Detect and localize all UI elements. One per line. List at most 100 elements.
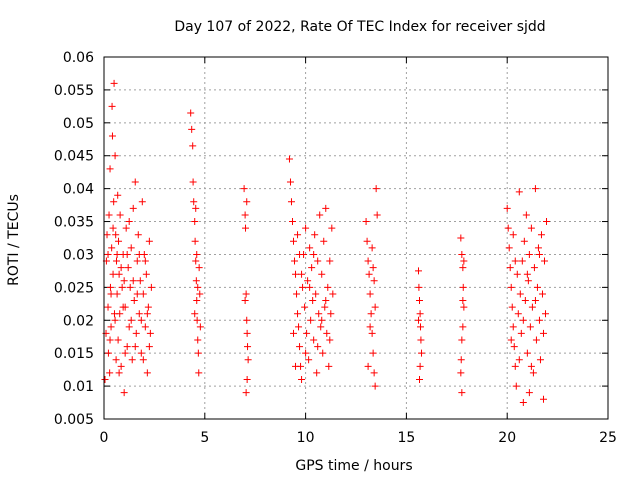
data-point <box>304 277 312 285</box>
data-point <box>127 316 135 324</box>
data-point <box>326 336 334 344</box>
x-tick-label: 0 <box>100 430 109 446</box>
data-point <box>116 310 124 318</box>
data-point <box>192 257 200 265</box>
x-tick-label: 10 <box>297 430 315 446</box>
data-point <box>528 303 536 311</box>
data-point <box>126 283 134 291</box>
data-point <box>294 231 302 239</box>
y-axis-label: ROTI / TECUs <box>6 194 22 286</box>
data-point <box>310 336 318 344</box>
data-point <box>329 290 337 298</box>
data-point <box>288 218 296 226</box>
data-point <box>136 277 144 285</box>
data-point <box>114 336 122 344</box>
data-point <box>415 283 423 291</box>
data-point <box>318 270 326 278</box>
data-point <box>533 283 541 291</box>
data-point <box>363 237 371 245</box>
data-point <box>510 343 518 351</box>
data-point <box>309 297 317 305</box>
data-point <box>129 277 137 285</box>
data-point <box>243 316 251 324</box>
y-tick-label: 0.06 <box>63 50 94 66</box>
data-point <box>306 283 314 291</box>
data-point <box>133 290 141 298</box>
data-point <box>308 264 316 272</box>
data-point <box>523 349 531 357</box>
data-point <box>193 297 201 305</box>
data-point <box>311 231 319 239</box>
data-point <box>529 369 537 377</box>
data-point <box>196 323 204 331</box>
data-point <box>524 277 532 285</box>
data-point <box>298 376 306 384</box>
data-point <box>315 310 323 318</box>
data-point <box>537 231 545 239</box>
data-point <box>103 231 111 239</box>
data-point <box>285 155 293 163</box>
data-point <box>414 267 422 275</box>
data-point <box>296 343 304 351</box>
data-point <box>242 224 250 232</box>
y-tick-label: 0.025 <box>54 280 94 296</box>
data-point <box>137 349 145 357</box>
data-point <box>303 329 311 337</box>
data-point <box>416 362 424 370</box>
data-point <box>108 102 116 110</box>
data-point <box>193 316 201 324</box>
y-tick-label: 0.005 <box>54 412 94 428</box>
data-point <box>243 376 251 384</box>
data-point <box>314 343 322 351</box>
data-point <box>299 283 307 291</box>
data-point <box>143 310 151 318</box>
data-point <box>364 362 372 370</box>
data-point <box>287 198 295 206</box>
data-point <box>293 290 301 298</box>
data-point <box>196 290 204 298</box>
data-point <box>542 310 550 318</box>
data-point <box>194 283 202 291</box>
data-point <box>539 395 547 403</box>
data-point <box>141 257 149 265</box>
data-point <box>191 310 199 318</box>
data-point <box>367 310 375 318</box>
data-point <box>110 79 118 87</box>
data-point <box>302 224 310 232</box>
y-tick-label: 0.05 <box>63 116 94 132</box>
data-point <box>296 250 304 258</box>
data-point <box>457 356 465 364</box>
data-point <box>522 211 530 219</box>
data-point <box>507 336 515 344</box>
data-point <box>116 211 124 219</box>
data-point <box>458 250 466 258</box>
data-point <box>538 290 546 298</box>
data-point <box>503 204 511 212</box>
data-point <box>115 270 123 278</box>
data-point <box>369 349 377 357</box>
data-point <box>305 356 313 364</box>
y-tick-label: 0.03 <box>63 247 94 263</box>
data-point <box>108 132 116 140</box>
data-point <box>526 323 534 331</box>
data-point <box>457 234 465 242</box>
data-point <box>187 109 195 117</box>
data-point <box>109 270 117 278</box>
data-point <box>244 343 252 351</box>
chart-title: Day 107 of 2022, Rate Of TEC Index for r… <box>174 19 545 35</box>
data-point <box>517 329 525 337</box>
data-point <box>458 336 466 344</box>
data-point <box>131 343 139 351</box>
data-point <box>118 283 126 291</box>
data-point <box>112 231 120 239</box>
data-point <box>530 264 538 272</box>
data-point <box>290 329 298 337</box>
x-tick-label: 5 <box>200 430 209 446</box>
data-point <box>145 237 153 245</box>
data-point <box>108 244 116 252</box>
data-point <box>509 231 517 239</box>
data-point <box>189 178 197 186</box>
data-point <box>194 336 202 344</box>
data-point <box>531 185 539 193</box>
